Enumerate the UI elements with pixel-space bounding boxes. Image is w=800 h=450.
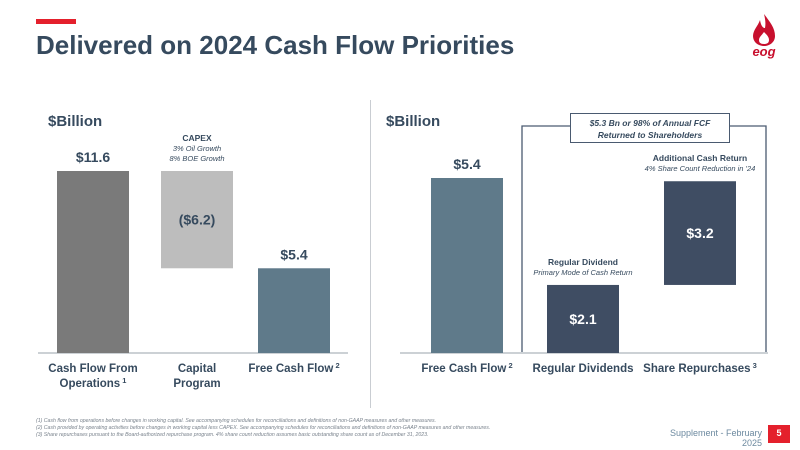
- eog-flame-logo-icon: [753, 14, 775, 46]
- bar-annotation-title: CAPEX: [182, 133, 212, 143]
- footnote-2: (2) Cash provided by operating activitie…: [36, 425, 491, 432]
- eog-logo-text: eog: [752, 44, 776, 59]
- category-label-line-2: Program: [173, 378, 220, 390]
- callout-line-1: $5.3 Bn or 98% of Annual FCF: [589, 118, 711, 128]
- shareholder-return-callout: $5.3 Bn or 98% of Annual FCF Returned to…: [570, 113, 730, 143]
- bar-annotation-line: 4% Share Count Reduction in '24: [645, 164, 756, 173]
- category-label: Share Repurchases 3: [643, 361, 757, 375]
- bar-value-label: $3.2: [686, 225, 713, 241]
- left-unit-label: $Billion: [48, 113, 103, 130]
- bar-annotation-title: Regular Dividend: [548, 257, 618, 267]
- category-label: Free Cash Flow 2: [421, 361, 512, 375]
- bar-annotation-title: Additional Cash Return: [653, 153, 747, 163]
- supplement-label: Supplement - February 2025: [669, 428, 762, 448]
- footnote-1: (1) Cash flow from operations before cha…: [36, 418, 437, 424]
- bar-annotation-line: Primary Mode of Cash Return: [533, 268, 632, 277]
- callout-bracket-right: [730, 125, 767, 352]
- bar-1-1: [547, 284, 619, 353]
- bar-value-label: $2.1: [569, 311, 596, 327]
- category-label: Regular Dividends: [533, 363, 634, 375]
- bar-0-0: [57, 171, 129, 353]
- bar-0-2: [258, 268, 330, 353]
- footnotes: (1) Cash flow from operations before cha…: [36, 418, 636, 440]
- category-label: Capital: [178, 363, 216, 375]
- title-accent-bar: [36, 19, 76, 24]
- bar-0-1: [161, 171, 233, 269]
- footnote-3: (3) Share repurchases pursuant to the Bo…: [36, 432, 429, 439]
- callout-bracket-left: [521, 125, 570, 352]
- right-unit-label: $Billion: [386, 113, 441, 130]
- page-title: Delivered on 2024 Cash Flow Priorities: [36, 30, 515, 60]
- callout-line-2: Returned to Shareholders: [597, 130, 703, 140]
- footnote-marker: 2: [506, 361, 512, 370]
- footnote-marker: 3: [751, 361, 757, 370]
- bar-1-2: [664, 181, 736, 285]
- footnote-marker: 2: [333, 361, 339, 370]
- category-label: Cash Flow From: [48, 363, 137, 375]
- bar-value-label: $5.4: [453, 156, 480, 172]
- page-number: 5: [768, 425, 790, 443]
- category-label-line-2: Operations 1: [60, 376, 127, 390]
- category-label: Free Cash Flow 2: [248, 361, 339, 375]
- bar-annotation-line: 3% Oil Growth: [173, 144, 221, 153]
- footnote-marker: 1: [120, 376, 126, 385]
- bar-1-0: [431, 178, 503, 353]
- bar-value-label: ($6.2): [179, 212, 216, 228]
- chart-divider: [370, 100, 371, 408]
- bar-value-label: $11.6: [76, 149, 110, 165]
- bar-annotation-line: 8% BOE Growth: [169, 154, 224, 163]
- bar-value-label: $5.4: [280, 246, 307, 262]
